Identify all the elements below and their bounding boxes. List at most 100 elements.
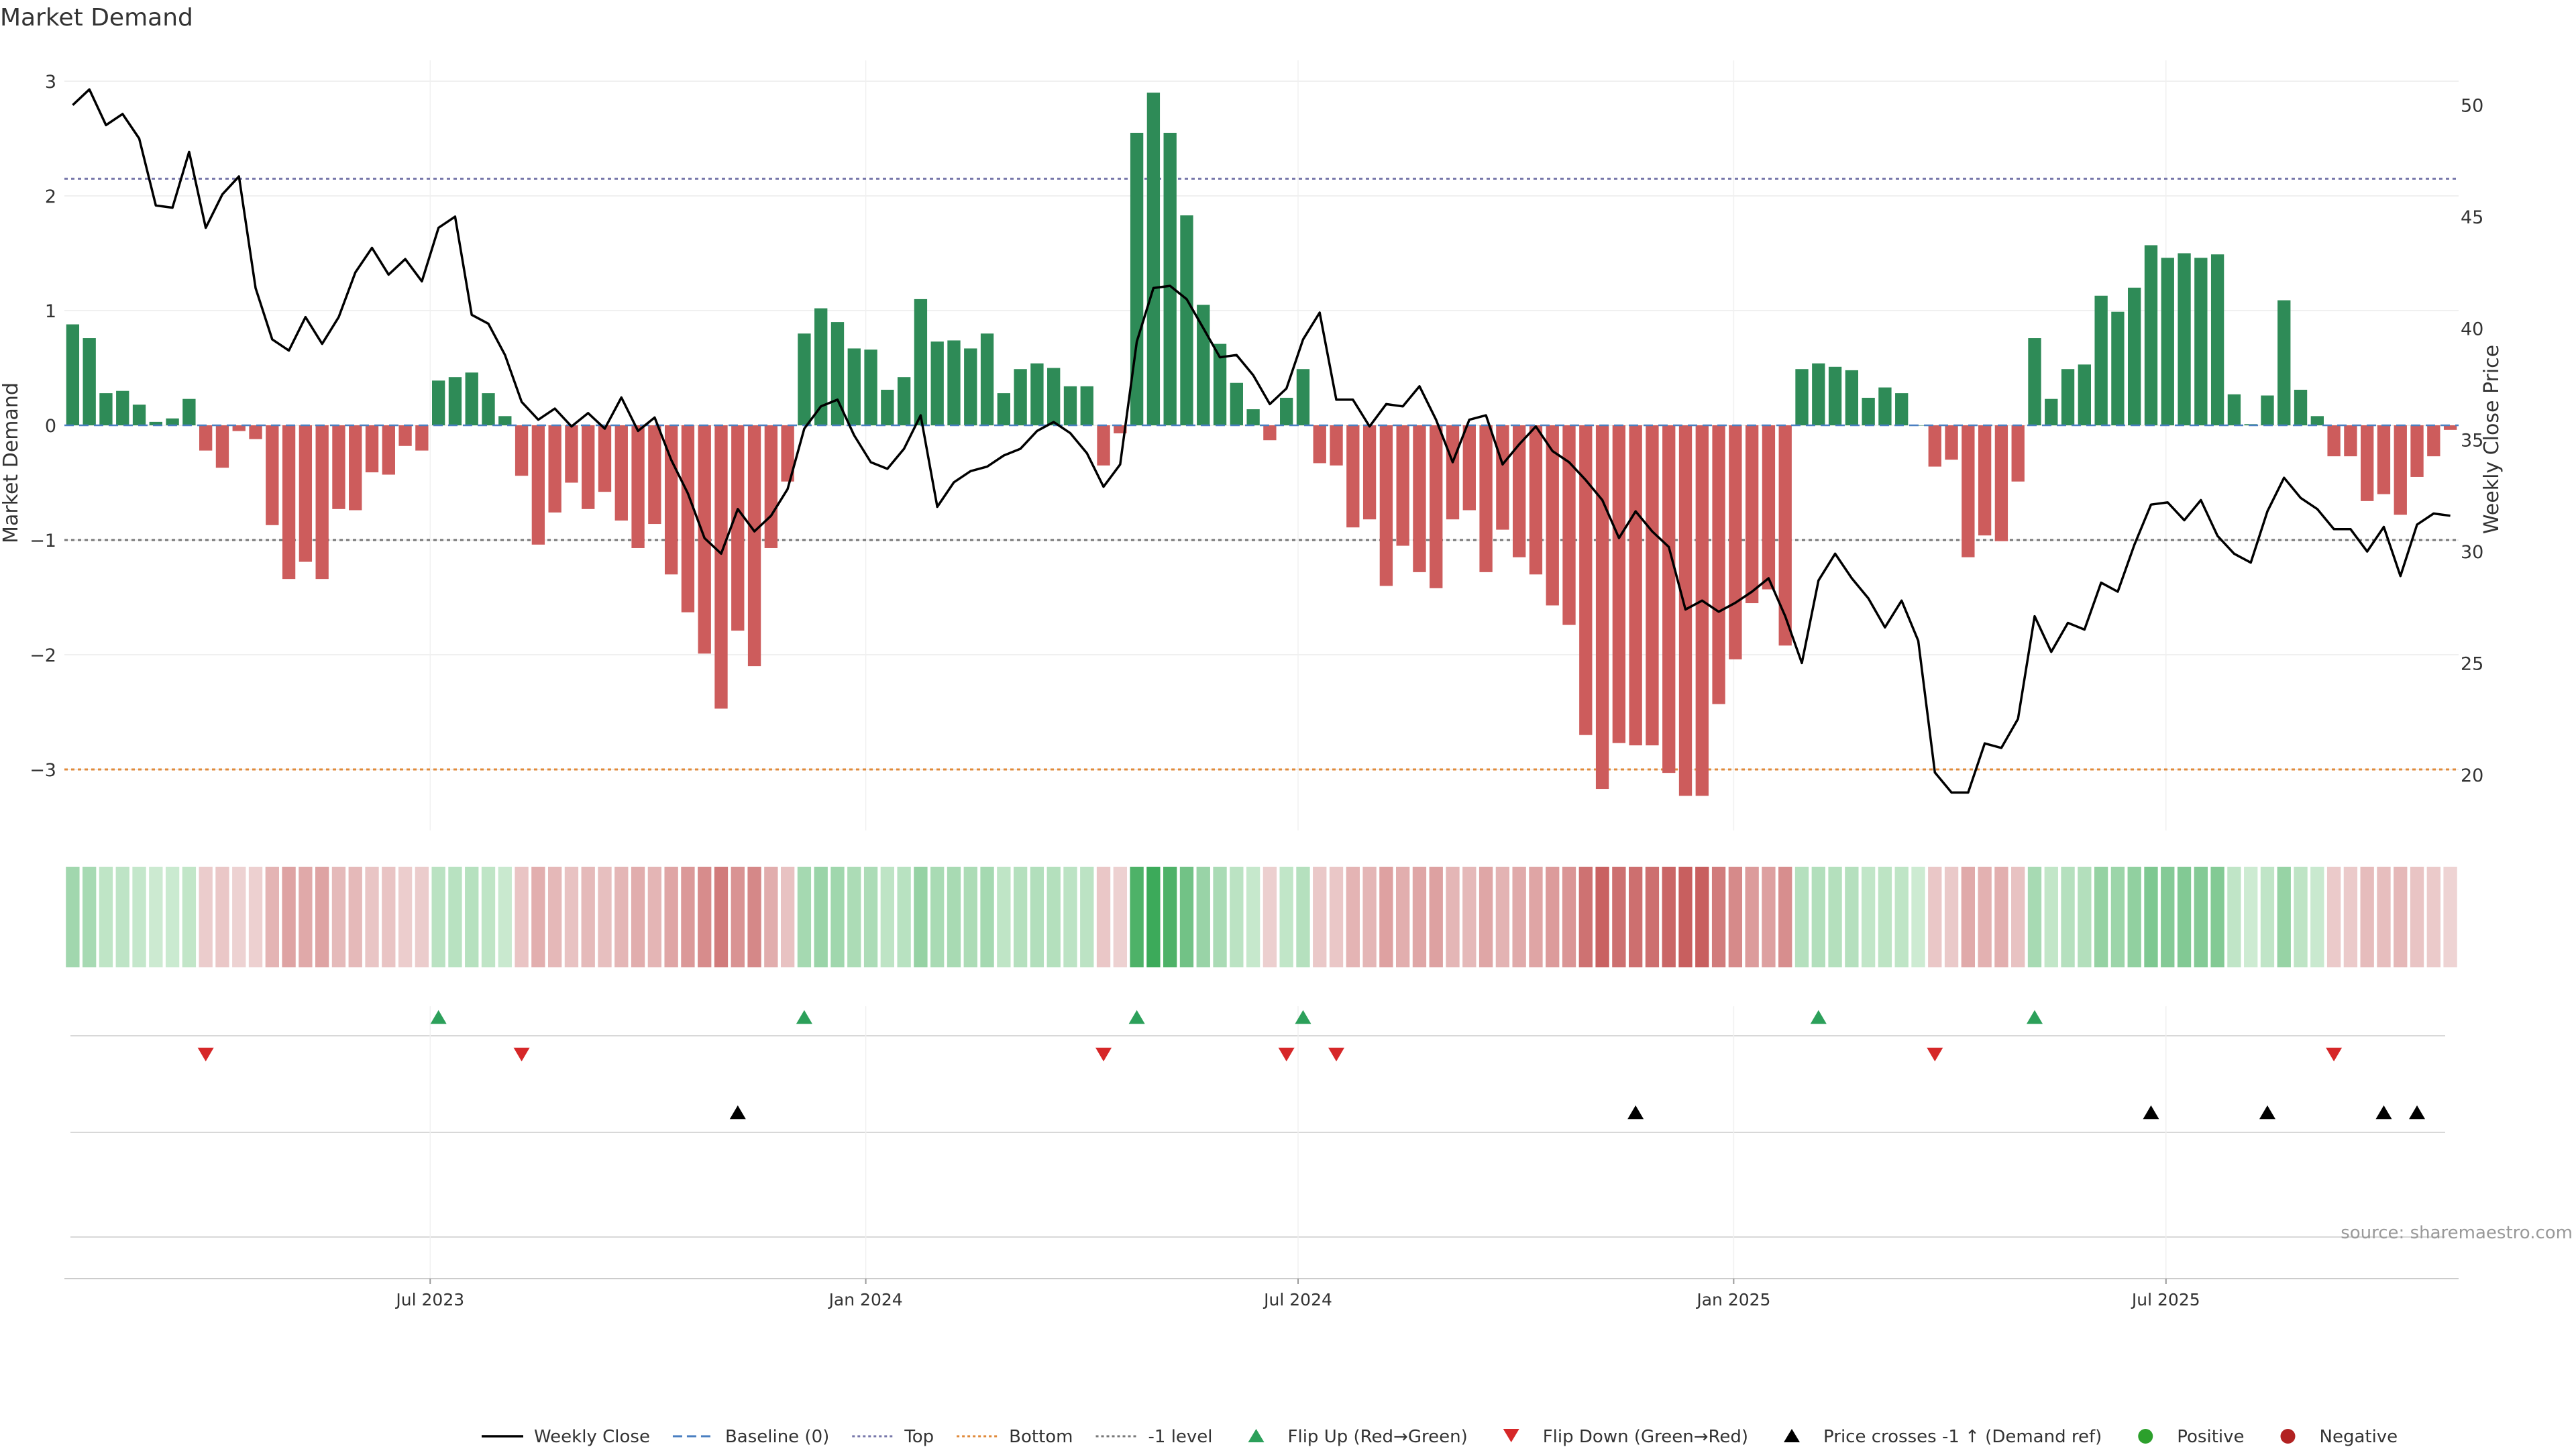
heat-cell: [2127, 867, 2141, 967]
heat-cell: [1794, 867, 1809, 967]
heat-cell: [2110, 867, 2125, 967]
heat-cell: [1911, 867, 1925, 967]
heat-cell: [1213, 867, 1227, 967]
demand-bar: [2261, 395, 2274, 425]
demand-bar: [1512, 425, 1526, 557]
demand-bar: [66, 324, 80, 425]
demand-bar: [448, 377, 462, 425]
legend-label: -1 level: [1148, 1427, 1213, 1447]
x-tick-label: Jul 2023: [394, 1290, 464, 1309]
heat-cell: [66, 867, 80, 967]
demand-bar: [565, 425, 578, 483]
demand-bar: [1313, 425, 1326, 464]
heat-cell: [465, 867, 479, 967]
demand-bar: [116, 390, 129, 425]
demand-bar: [349, 425, 362, 511]
demand-bar: [2045, 398, 2058, 425]
heat-cell: [149, 867, 163, 967]
demand-bar: [1230, 382, 1243, 425]
demand-bar: [2327, 425, 2341, 457]
heat-cell: [963, 867, 977, 967]
legend-label: Baseline (0): [725, 1427, 829, 1447]
heat-cell: [2078, 867, 2092, 967]
x-tick-label: Jul 2025: [2131, 1290, 2200, 1309]
heat-cell: [448, 867, 462, 967]
heat-cell: [2210, 867, 2224, 967]
demand-bar: [2394, 425, 2407, 515]
demand-bar: [1795, 369, 1809, 425]
heat-cell: [1462, 867, 1477, 967]
demand-bar: [980, 333, 994, 425]
demand-bar: [2078, 364, 2092, 425]
heat-cell: [1396, 867, 1410, 967]
demand-bar: [1945, 425, 1958, 460]
heat-cell: [2011, 867, 2025, 967]
weekly-close-series: [72, 88, 2451, 794]
flip-down-marker: [1278, 1047, 1295, 1062]
heat-cell: [780, 867, 795, 967]
price-cross-marker: [2143, 1105, 2159, 1120]
flip-up-marker: [2026, 1010, 2043, 1024]
demand-bar: [215, 425, 229, 468]
heat-cell: [215, 867, 229, 967]
heat-cell: [132, 867, 146, 967]
demand-bar: [1646, 425, 1659, 746]
demand-bars: [64, 93, 2459, 796]
demand-bar: [731, 425, 745, 631]
heat-cell: [2244, 867, 2258, 967]
heat-cell: [1595, 867, 1609, 967]
heat-cell: [664, 867, 678, 967]
heat-cell: [1412, 867, 1427, 967]
demand-bar: [2144, 245, 2158, 425]
demand-bar: [1662, 425, 1676, 773]
y2-tick-label: 45: [2461, 207, 2483, 228]
heat-cell: [2027, 867, 2042, 967]
heat-cell: [398, 867, 413, 967]
demand-bar: [814, 308, 828, 425]
heat-cell: [880, 867, 895, 967]
y2-axis-label: Weekly Close Price: [2480, 345, 2504, 534]
demand-bar: [2094, 295, 2108, 425]
demand-bar: [1063, 386, 1077, 425]
demand-bar: [1263, 425, 1277, 441]
axes: 3 2 1 0 −1 −2 −3 50 45 40 35 30 25 20: [30, 72, 2483, 786]
demand-bar: [398, 425, 412, 446]
heat-cell: [99, 867, 113, 967]
demand-bar: [997, 393, 1011, 425]
heat-cell: [1446, 867, 1460, 967]
demand-bar: [1529, 425, 1543, 575]
heat-cell: [1495, 867, 1510, 967]
demand-bar: [1895, 393, 1909, 425]
heat-cell: [1728, 867, 1743, 967]
heat-cell: [1013, 867, 1028, 967]
demand-bar: [2310, 416, 2324, 425]
heat-cell: [498, 867, 512, 967]
heat-cell: [1695, 867, 1709, 967]
demand-bar: [1962, 425, 1975, 557]
heat-cell: [1113, 867, 1127, 967]
heat-cell: [531, 867, 545, 967]
heat-cell: [1961, 867, 1976, 967]
heat-cell: [1246, 867, 1260, 967]
demand-bar: [1994, 425, 2008, 541]
demand-bar: [465, 372, 478, 425]
demand-bar: [182, 398, 196, 425]
demand-bar: [1928, 425, 1941, 467]
heat-cell: [248, 867, 263, 967]
legend: Weekly Close Baseline (0) Top Bottom -1 leve…: [482, 1427, 2398, 1447]
demand-bar: [1712, 425, 1725, 704]
demand-bar: [132, 405, 146, 425]
flip-up-marker: [1295, 1010, 1311, 1024]
demand-bar: [598, 425, 612, 492]
demand-bar: [249, 425, 262, 439]
demand-bar: [1729, 425, 1742, 659]
demand-bar: [2227, 394, 2241, 425]
y-tick-label: −3: [30, 760, 56, 781]
heat-cell: [897, 867, 911, 967]
demand-bar: [1778, 425, 1792, 646]
flip-up-marker: [796, 1010, 812, 1024]
x-tick-label: Jan 2025: [1695, 1290, 1770, 1309]
demand-bar: [1130, 132, 1144, 425]
demand-bar: [1413, 425, 1426, 572]
